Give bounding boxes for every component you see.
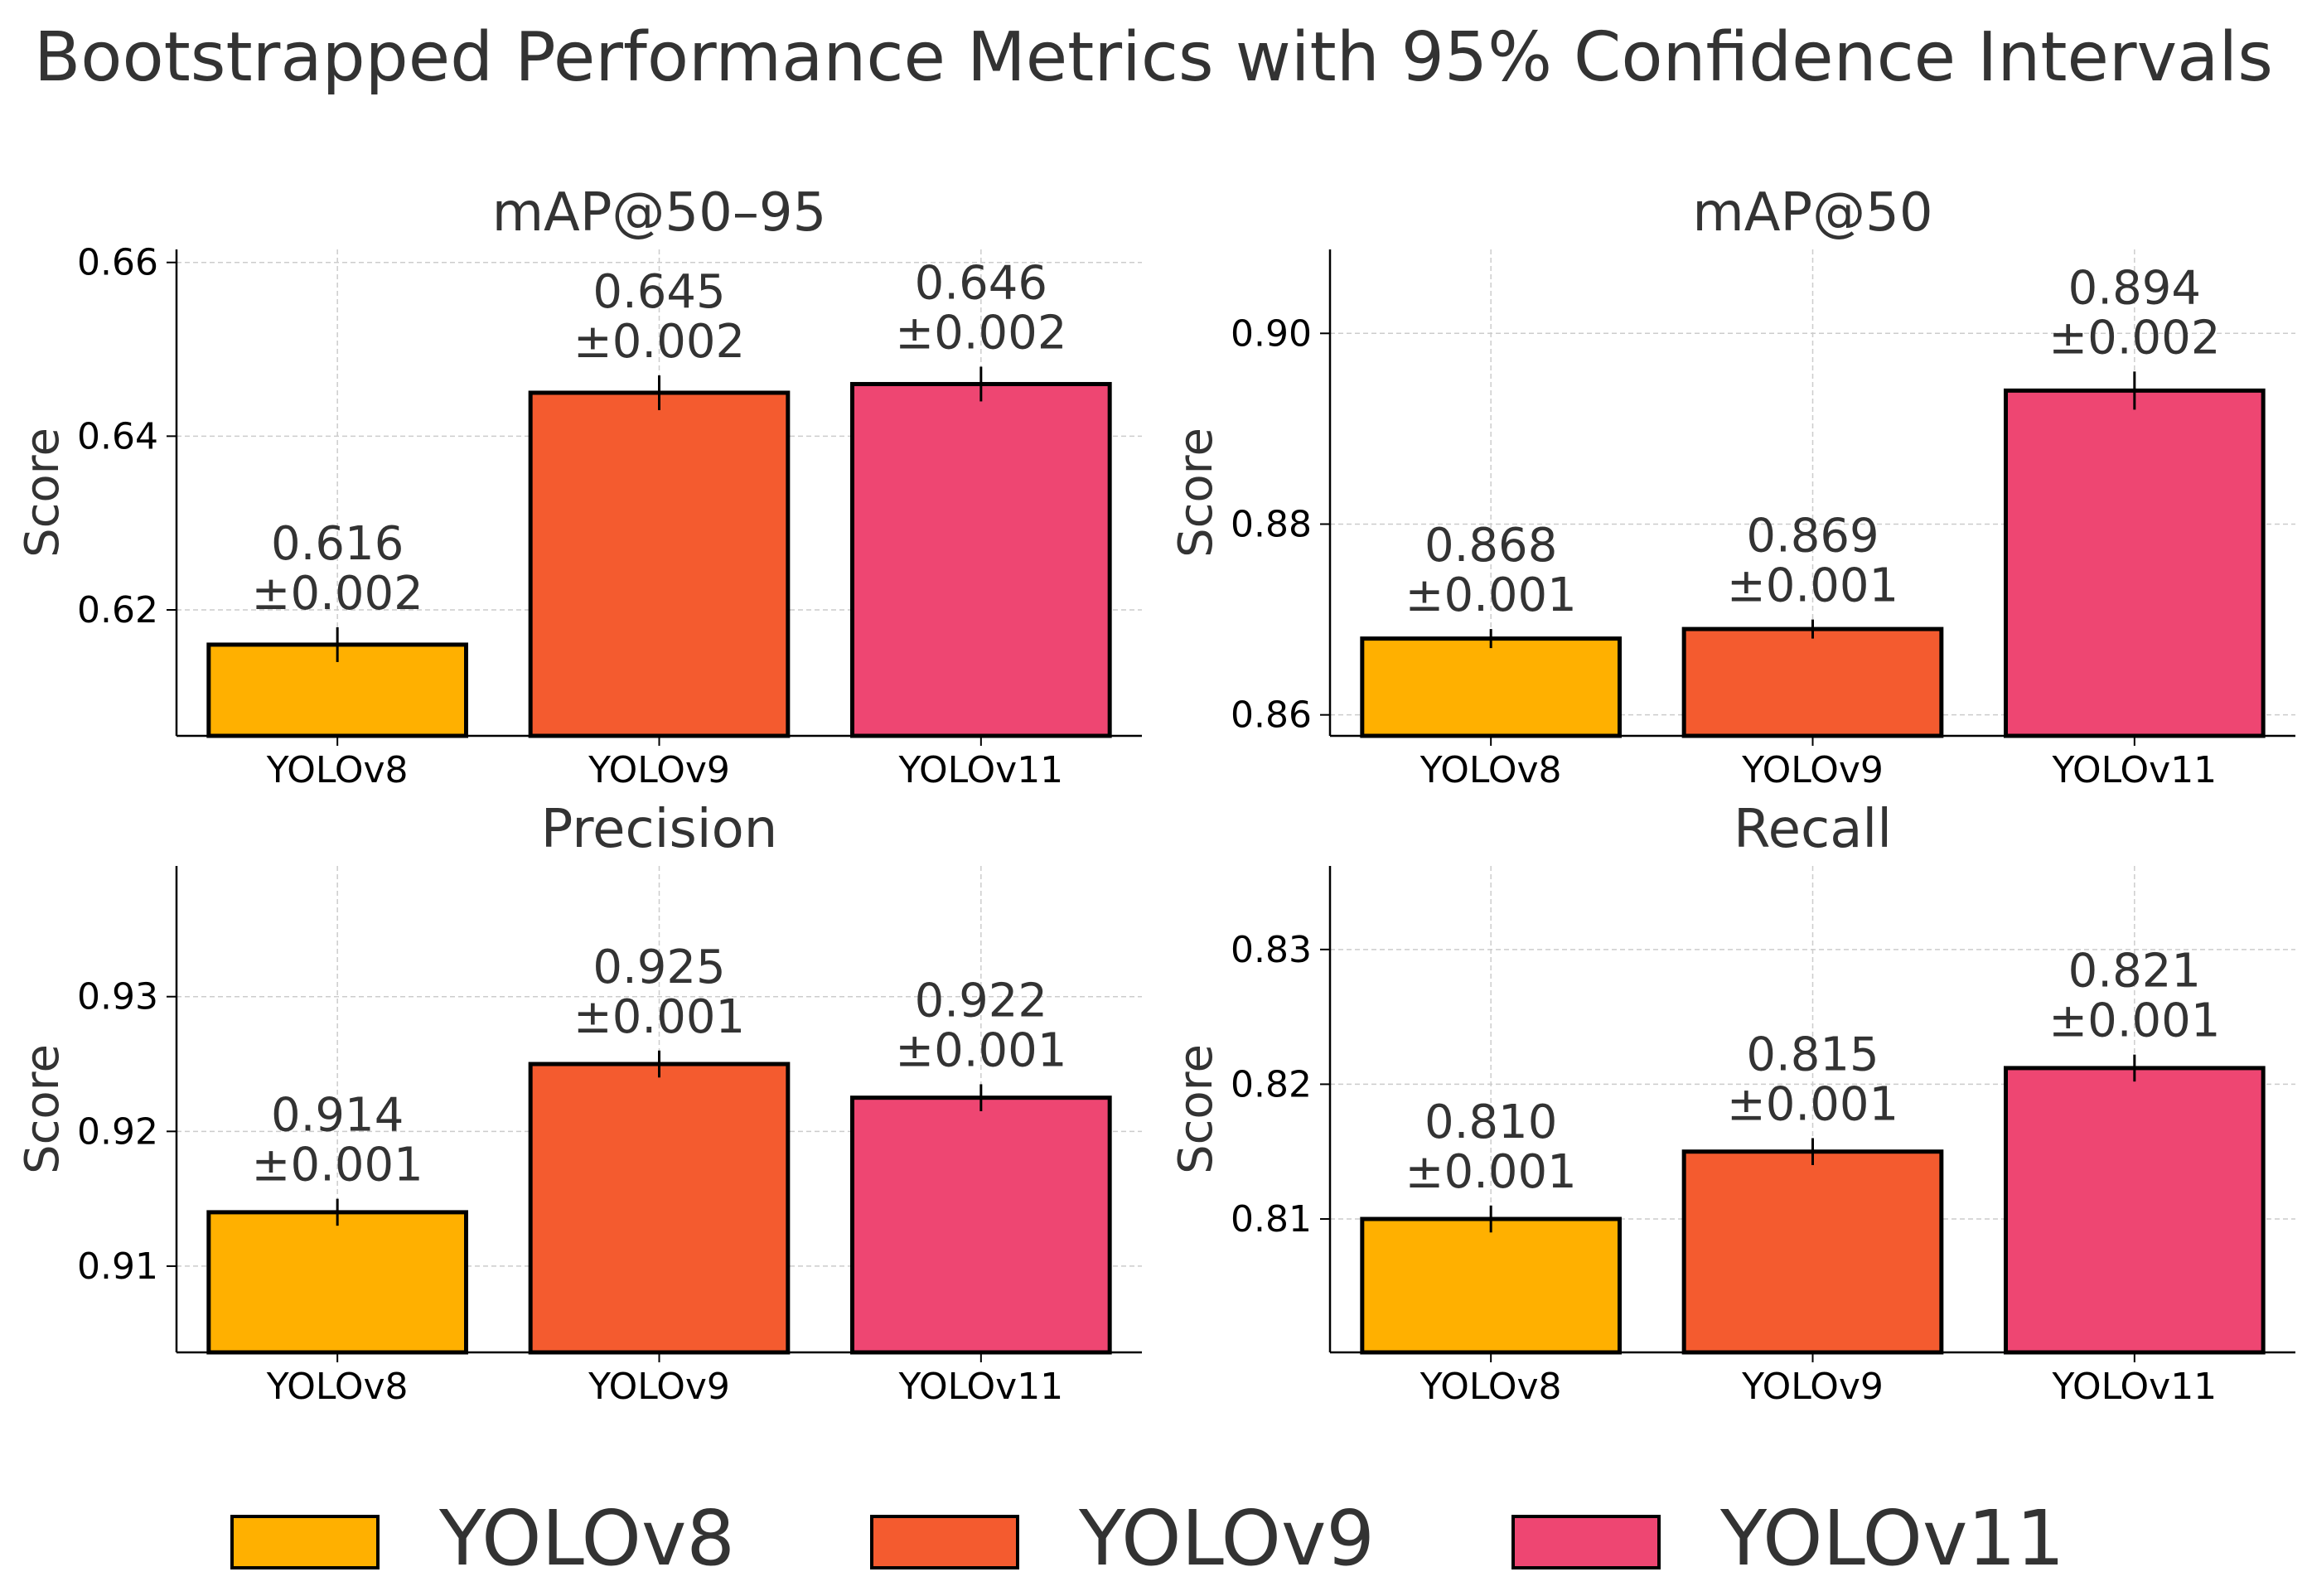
bar-yolov8: [206, 1210, 468, 1355]
y-tick-label: 0.93: [77, 976, 158, 1018]
x-tick-label-yolov11: YOLOv11: [2051, 749, 2217, 791]
data-label-yolov11: 0.922 ±0.001: [895, 974, 1066, 1077]
chart-recall: Recall 0.81 0.82 0.83 0.810 ±0.001 YOLOv8 0.815…: [1169, 799, 2295, 1408]
y-tick-label: 0.82: [1231, 1063, 1312, 1105]
x-tick-label-yolov8: YOLOv8: [266, 749, 409, 791]
figure-title: Bootstrapped Performance Metrics with 95…: [34, 18, 2273, 97]
y-tick-label: 0.83: [1231, 929, 1312, 971]
x-tick-label-yolov8: YOLOv8: [1420, 1366, 1562, 1408]
y-axis-label: Score: [1169, 428, 1223, 558]
x-tick-label-yolov9: YOLOv9: [588, 749, 730, 791]
chart-precision: Precision 0.91 0.92 0.93 0.914 ±0.001 YOLOv8 0.…: [16, 799, 1142, 1408]
data-label-yolov9: 0.645 ±0.002: [573, 265, 745, 369]
panel-map50: mAP@50 0.86 0.88 0.90 0.868 ±0.001 YOLOv8 0.869…: [1154, 166, 2307, 799]
y-tick-label: 0.66: [77, 242, 158, 284]
bar-yolov9: [528, 390, 791, 738]
data-label-yolov11: 0.646 ±0.002: [895, 257, 1066, 360]
y-tick-label: 0.88: [1231, 503, 1312, 545]
x-tick-label-yolov9: YOLOv9: [588, 1366, 730, 1408]
panel-precision: Precision 0.91 0.92 0.93 0.914 ±0.001 YOLOv8 0.…: [0, 782, 1154, 1415]
y-axis-label: Score: [16, 1044, 70, 1174]
chart-map50-95: mAP@50–95 0.62 0.64 0.66 0.616 ±0.002 YOLOv8 0.…: [16, 182, 1142, 791]
bar-yolov11: [2004, 1066, 2266, 1355]
legend-label-yolov9: YOLOv9: [1078, 1494, 1375, 1583]
y-tick-label: 0.81: [1231, 1198, 1312, 1241]
data-label-yolov11: 0.894 ±0.002: [2048, 261, 2220, 365]
data-label-yolov8: 0.868 ±0.001: [1405, 519, 1577, 622]
y-tick-label: 0.91: [77, 1245, 158, 1288]
y-tick-label: 0.90: [1231, 312, 1312, 355]
legend-label-yolov11: YOLOv11: [1719, 1494, 2064, 1583]
chart-map50: mAP@50 0.86 0.88 0.90 0.868 ±0.001 YOLOv8 0.869…: [1169, 182, 2295, 791]
bar-yolov8: [1360, 1216, 1622, 1355]
data-label-yolov9: 0.869 ±0.001: [1727, 510, 1898, 613]
y-tick-label: 0.64: [77, 415, 158, 457]
bar-yolov9: [528, 1062, 791, 1355]
data-label-yolov9: 0.815 ±0.001: [1727, 1028, 1898, 1131]
y-tick-label: 0.92: [77, 1110, 158, 1153]
legend-swatch-yolov11: [1511, 1515, 1661, 1569]
x-tick-label-yolov8: YOLOv8: [266, 1366, 409, 1408]
bar-yolov11: [850, 1095, 1112, 1355]
data-label-yolov8: 0.810 ±0.001: [1405, 1095, 1577, 1199]
bar-yolov11: [2004, 388, 2266, 738]
x-tick-label-yolov8: YOLOv8: [1420, 749, 1562, 791]
legend: YOLOv8 YOLOv9 YOLOv11: [0, 1492, 2307, 1591]
x-tick-label-yolov11: YOLOv11: [2051, 1366, 2217, 1408]
y-tick-label: 0.62: [77, 589, 158, 631]
bar-yolov9: [1681, 1149, 1944, 1355]
data-label-yolov8: 0.914 ±0.001: [252, 1089, 423, 1192]
bar-yolov11: [850, 381, 1112, 738]
panel-recall: Recall 0.81 0.82 0.83 0.810 ±0.001 YOLOv8 0.815…: [1154, 782, 2307, 1415]
y-axis-label: Score: [1169, 1044, 1223, 1174]
legend-swatch-yolov8: [230, 1515, 380, 1569]
chart-title-map-50: mAP@50: [1692, 182, 1932, 244]
y-tick-label: 0.86: [1231, 694, 1312, 737]
data-label-yolov8: 0.616 ±0.002: [252, 517, 423, 621]
chart-title-recall: Recall: [1734, 799, 1892, 860]
x-tick-label-yolov11: YOLOv11: [897, 1366, 1063, 1408]
chart-title-map-50-95: mAP@50–95: [492, 182, 827, 244]
x-tick-label-yolov11: YOLOv11: [897, 749, 1063, 791]
data-label-yolov9: 0.925 ±0.001: [573, 941, 745, 1044]
chart-title-precision: Precision: [541, 799, 778, 860]
legend-svg: YOLOv8 YOLOv9 YOLOv11: [230, 1494, 2064, 1583]
x-tick-label-yolov9: YOLOv9: [1741, 749, 1884, 791]
data-label-yolov11: 0.821 ±0.001: [2048, 945, 2220, 1048]
y-axis-label: Score: [16, 428, 70, 558]
legend-label-yolov8: YOLOv8: [438, 1494, 735, 1583]
bar-yolov8: [1360, 636, 1622, 738]
x-tick-label-yolov9: YOLOv9: [1741, 1366, 1884, 1408]
panel-map50-95: mAP@50–95 0.62 0.64 0.66 0.616 ±0.002 YOLOv8 0.…: [0, 166, 1154, 799]
legend-swatch-yolov9: [870, 1515, 1019, 1569]
bar-yolov9: [1681, 626, 1944, 738]
